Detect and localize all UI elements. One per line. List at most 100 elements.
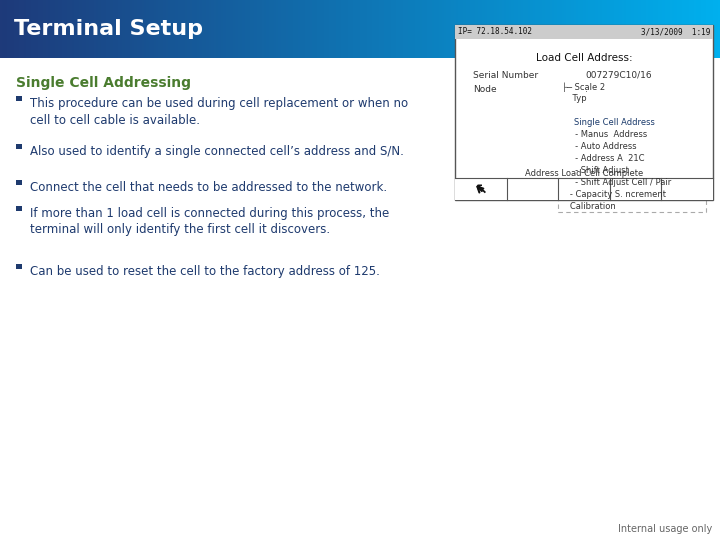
Bar: [187, 0, 190, 58]
Bar: [437, 0, 440, 58]
Bar: [288, 0, 291, 58]
Bar: [302, 0, 305, 58]
Bar: [455, 25, 713, 200]
Bar: [144, 0, 147, 58]
Bar: [504, 0, 507, 58]
Bar: [343, 0, 346, 58]
Bar: [41, 0, 44, 58]
Bar: [86, 0, 89, 58]
Bar: [516, 0, 519, 58]
Bar: [276, 0, 279, 58]
Bar: [139, 0, 142, 58]
Text: - Address A  21C: - Address A 21C: [562, 154, 644, 163]
Bar: [142, 0, 145, 58]
Bar: [569, 0, 572, 58]
Text: .: .: [585, 85, 588, 94]
Bar: [137, 0, 140, 58]
Bar: [197, 0, 199, 58]
Bar: [523, 0, 526, 58]
Bar: [194, 0, 197, 58]
Bar: [456, 0, 459, 58]
Bar: [425, 0, 428, 58]
Bar: [545, 0, 548, 58]
Bar: [228, 0, 231, 58]
Text: Calibration: Calibration: [562, 202, 616, 211]
Bar: [110, 0, 113, 58]
Bar: [646, 0, 649, 58]
Bar: [269, 0, 271, 58]
Bar: [619, 0, 622, 58]
Bar: [420, 0, 423, 58]
Text: Address Load Cell Complete: Address Load Cell Complete: [525, 169, 643, 178]
Bar: [43, 0, 46, 58]
Bar: [146, 0, 149, 58]
Bar: [84, 0, 87, 58]
Bar: [441, 0, 444, 58]
Bar: [283, 0, 286, 58]
Bar: [233, 0, 235, 58]
Bar: [16, 144, 22, 149]
Bar: [204, 0, 207, 58]
Bar: [396, 0, 399, 58]
Bar: [684, 0, 687, 58]
Bar: [665, 0, 667, 58]
Bar: [120, 0, 123, 58]
Bar: [58, 0, 60, 58]
Bar: [480, 0, 483, 58]
Bar: [182, 0, 185, 58]
Text: Also used to identify a single connected cell’s address and S/N.: Also used to identify a single connected…: [30, 145, 404, 158]
Bar: [430, 0, 433, 58]
Bar: [382, 0, 384, 58]
Bar: [643, 0, 646, 58]
Bar: [461, 0, 464, 58]
Bar: [324, 0, 327, 58]
Bar: [675, 0, 678, 58]
Text: Single Cell Addressing: Single Cell Addressing: [16, 76, 191, 90]
Bar: [166, 0, 168, 58]
Bar: [698, 0, 701, 58]
Bar: [245, 0, 248, 58]
Bar: [286, 0, 289, 58]
Bar: [9, 0, 12, 58]
Bar: [713, 0, 716, 58]
Bar: [353, 0, 356, 58]
Bar: [67, 0, 70, 58]
Bar: [158, 0, 161, 58]
Bar: [636, 0, 639, 58]
Bar: [624, 0, 627, 58]
Bar: [360, 0, 363, 58]
Bar: [405, 0, 408, 58]
Bar: [612, 0, 615, 58]
Bar: [348, 0, 351, 58]
Bar: [701, 0, 703, 58]
Bar: [180, 0, 183, 58]
Bar: [413, 0, 415, 58]
Text: Terminal Setup: Terminal Setup: [14, 19, 203, 39]
Bar: [610, 0, 613, 58]
Bar: [117, 0, 120, 58]
Bar: [24, 0, 27, 58]
Bar: [711, 0, 714, 58]
Text: Load Cell Address:: Load Cell Address:: [536, 53, 632, 63]
Bar: [408, 0, 411, 58]
Bar: [238, 0, 240, 58]
Bar: [455, 178, 713, 200]
Bar: [509, 0, 512, 58]
Bar: [99, 0, 102, 58]
Bar: [5, 0, 8, 58]
Bar: [199, 0, 202, 58]
Bar: [331, 0, 334, 58]
Text: Typ: Typ: [562, 94, 587, 103]
Bar: [16, 206, 22, 211]
Bar: [91, 0, 94, 58]
Bar: [559, 0, 562, 58]
Bar: [513, 0, 516, 58]
Bar: [374, 0, 377, 58]
Bar: [634, 0, 636, 58]
Bar: [564, 102, 616, 113]
Bar: [473, 0, 476, 58]
Bar: [319, 0, 322, 58]
Bar: [497, 0, 500, 58]
Bar: [432, 0, 435, 58]
Bar: [715, 0, 718, 58]
